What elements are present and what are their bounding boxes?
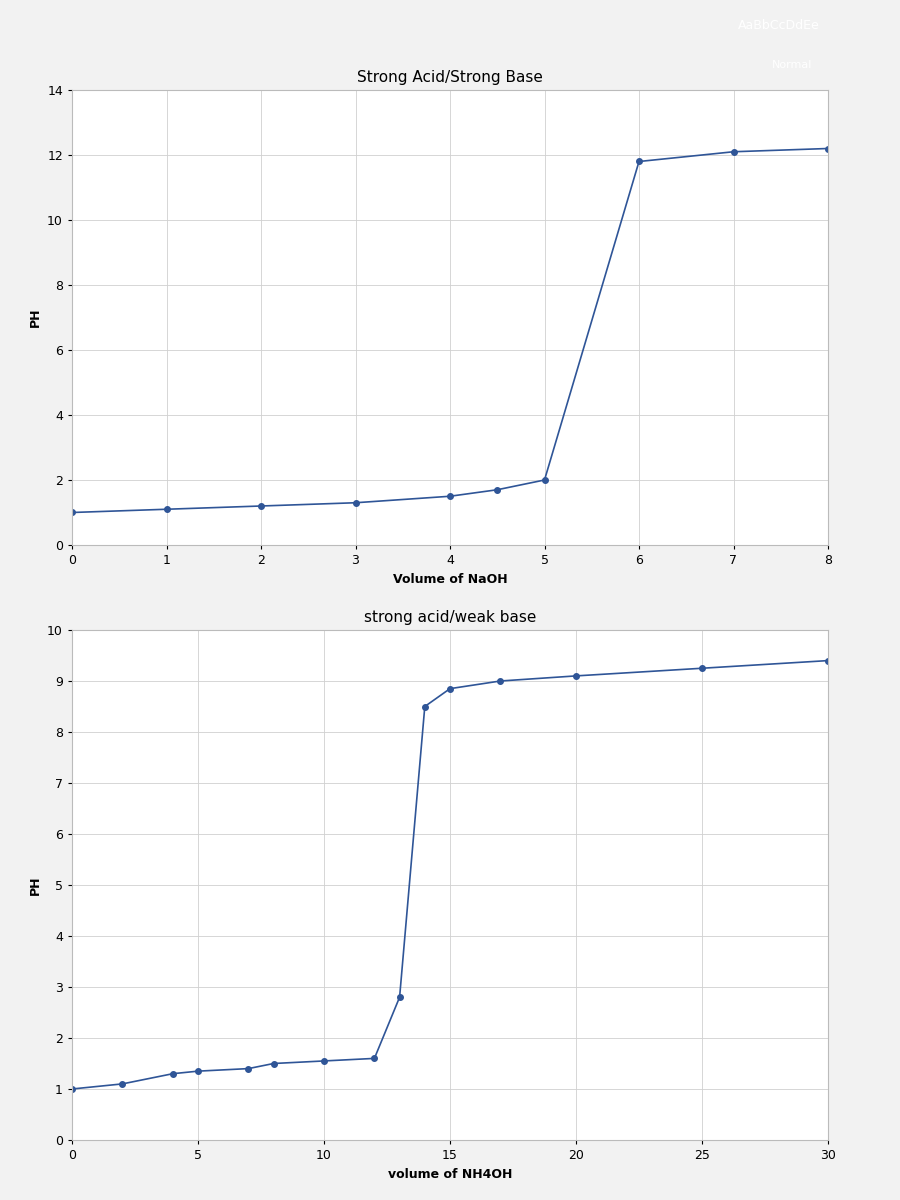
- Title: Strong Acid/Strong Base: Strong Acid/Strong Base: [357, 70, 543, 85]
- Text: AaBbCcDdEe: AaBbCcDdEe: [738, 19, 820, 31]
- Y-axis label: PH: PH: [29, 307, 41, 328]
- Text: Normal: Normal: [772, 60, 812, 70]
- X-axis label: volume of NH4OH: volume of NH4OH: [388, 1168, 512, 1181]
- Y-axis label: PH: PH: [29, 875, 41, 895]
- Title: strong acid/weak base: strong acid/weak base: [364, 610, 536, 625]
- X-axis label: Volume of NaOH: Volume of NaOH: [392, 572, 508, 586]
